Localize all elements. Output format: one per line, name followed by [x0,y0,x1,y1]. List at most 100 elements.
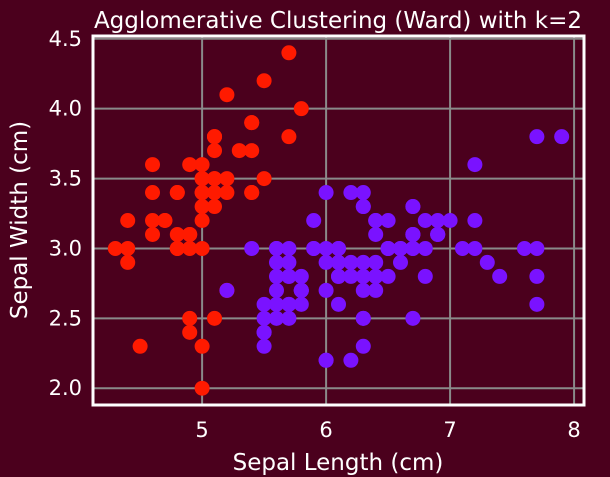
cluster-1-point [194,380,210,396]
cluster-2-point [281,296,297,312]
cluster-1-point [169,226,185,242]
cluster-2-point [269,296,285,312]
cluster-2-point [293,268,309,284]
cluster-1-point [244,115,260,131]
cluster-2-point [293,282,309,298]
cluster-2-point [368,226,384,242]
cluster-1-point [207,310,223,326]
cluster-1-point [145,213,161,228]
cluster-1-point [182,157,198,173]
cluster-1-point [207,143,223,159]
cluster-2-point [529,240,545,256]
cluster-1-point [194,240,210,256]
cluster-1-point [244,185,260,201]
y-tick-label: 4.5 [49,27,82,51]
cluster-2-point [256,324,272,340]
cluster-2-point [269,282,285,298]
cluster-2-point [318,254,334,270]
cluster-2-point [368,213,384,228]
cluster-1-point [145,157,161,173]
cluster-1-point [219,171,235,187]
cluster-1-point [207,199,223,215]
cluster-1-point [182,324,198,340]
cluster-2-point [306,213,322,228]
cluster-2-point [529,129,545,145]
cluster-1-point [120,240,136,256]
cluster-2-point [318,282,334,298]
cluster-1-point [219,185,235,201]
cluster-1-point [145,185,161,201]
y-tick-label: 4.0 [49,97,82,121]
cluster-2-point [554,129,570,145]
cluster-2-point [355,338,371,354]
cluster-2-point [281,310,297,326]
cluster-1-point [120,213,136,228]
cluster-2-point [331,254,346,270]
cluster-2-point [454,240,470,256]
cluster-2-point [529,296,545,312]
cluster-1-point [207,185,223,201]
x-tick-label: 8 [567,418,580,442]
cluster-2-point [368,268,384,284]
cluster-1-point [256,171,272,187]
cluster-2-point [430,213,446,228]
cluster-2-point [467,240,483,256]
cluster-2-point [392,240,408,256]
cluster-1-point [231,143,247,159]
cluster-2-point [417,240,433,256]
cluster-1-point [281,45,297,61]
cluster-2-point [244,240,260,256]
cluster-2-point [355,282,371,298]
cluster-2-point [417,213,433,228]
cluster-2-point [492,268,508,284]
cluster-1-point [132,338,148,354]
cluster-2-point [355,199,371,215]
cluster-2-point [442,213,458,228]
cluster-1-point [157,213,173,228]
cluster-2-point [343,268,359,284]
cluster-2-point [417,268,433,284]
cluster-2-point [380,213,396,228]
y-tick-label: 3.5 [49,167,82,191]
x-axis-label: Sepal Length (cm) [233,450,444,476]
y-axis-label: Sepal Width (cm) [7,121,33,319]
cluster-2-point [355,254,371,270]
cluster-2-point [269,254,285,270]
cluster-1-point [194,338,210,354]
cluster-1-point [182,226,198,242]
cluster-2-point [529,268,545,284]
cluster-2-point [318,185,334,201]
cluster-1-point [182,240,198,256]
cluster-2-point [392,254,408,270]
cluster-2-point [516,240,532,256]
cluster-2-point [405,310,421,326]
cluster-1-point [244,143,260,159]
cluster-1-point [169,240,185,256]
cluster-2-point [281,254,297,270]
plot-frame [91,34,586,407]
cluster-2-point [467,157,483,173]
cluster-1-point [182,310,198,326]
y-tick-label: 2.5 [49,306,82,330]
cluster-2-point [405,226,421,242]
cluster-2-point [380,268,396,284]
cluster-2-point [380,240,396,256]
x-tick-label: 5 [195,418,208,442]
data-points [107,45,570,396]
cluster-2-point [368,282,384,298]
cluster-2-point [256,310,272,326]
y-tick-label: 2.0 [49,376,82,400]
cluster-2-point [318,352,334,368]
x-tick-label: 6 [319,418,332,442]
cluster-1-point [207,171,223,187]
cluster-2-point [467,213,483,228]
cluster-2-point [331,268,346,284]
cluster-2-point [219,282,235,298]
x-tick-label: 7 [443,418,456,442]
cluster-2-point [269,268,285,284]
cluster-1-point [169,185,185,201]
cluster-1-point [194,185,210,201]
cluster-2-point [405,240,421,256]
cluster-1-point [107,240,123,256]
